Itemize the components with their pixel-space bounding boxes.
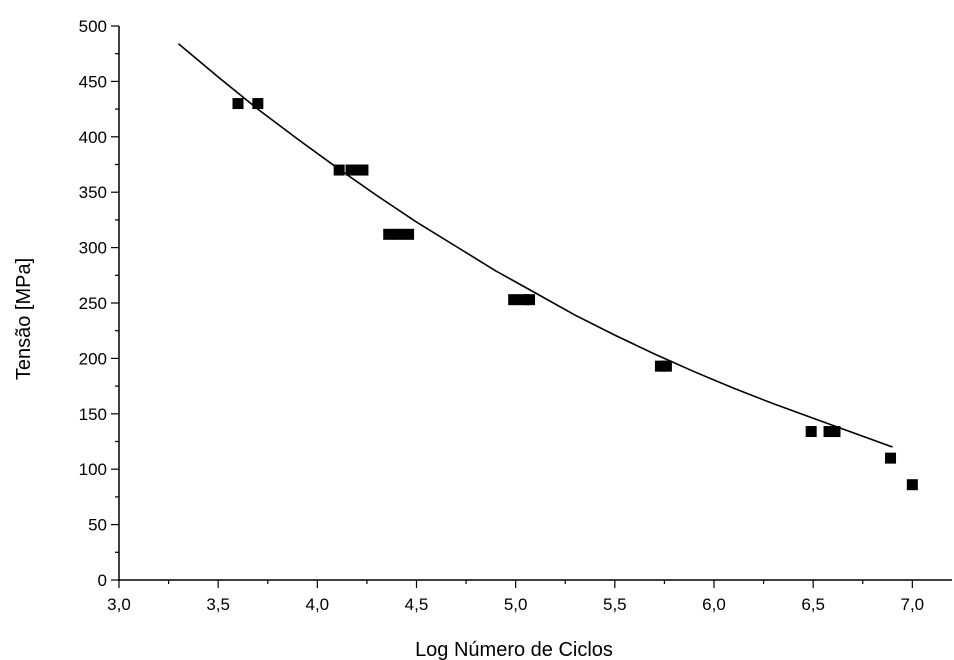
data-point xyxy=(805,426,817,438)
x-tick-label: 5,5 xyxy=(603,595,627,614)
data-point xyxy=(232,98,244,110)
y-tick-label: 0 xyxy=(98,571,107,590)
x-tick-label: 4,0 xyxy=(306,595,330,614)
x-axis-title: Log Número de Ciclos xyxy=(415,639,613,660)
fit-curve xyxy=(177,43,893,448)
axes: 3,0 3,5 4,0 4,5 5,0 5,5 6,0 6,5 7,0 0 50 100 150 200 2… xyxy=(79,17,952,614)
data-point xyxy=(885,452,897,464)
data-point xyxy=(393,228,405,240)
data-point xyxy=(252,98,264,110)
y-tick-label: 450 xyxy=(79,72,107,91)
y-tick-label: 250 xyxy=(79,294,107,313)
data-point xyxy=(508,294,520,306)
data-point xyxy=(823,426,835,438)
y-tick-label: 50 xyxy=(88,516,107,535)
data-point xyxy=(654,360,666,372)
data-point xyxy=(357,164,369,176)
data-point xyxy=(345,164,357,176)
data-point xyxy=(383,228,395,240)
data-point xyxy=(403,228,415,240)
data-point xyxy=(660,360,672,372)
y-tick-label: 150 xyxy=(79,405,107,424)
data-point xyxy=(829,426,841,438)
x-tick-label: 3,5 xyxy=(206,595,230,614)
y-axis-title: Tensão [MPa] xyxy=(13,258,35,380)
y-tick-label: 400 xyxy=(79,128,107,147)
x-tick-label: 6,5 xyxy=(801,595,825,614)
data-point xyxy=(524,294,536,306)
x-tick-label: 6,0 xyxy=(702,595,726,614)
y-tick-label: 500 xyxy=(79,17,107,36)
x-tick-label: 7,0 xyxy=(901,595,925,614)
x-tick-label: 5,0 xyxy=(504,595,528,614)
y-tick-label: 350 xyxy=(79,183,107,202)
x-tick-label: 3,0 xyxy=(107,595,131,614)
y-tick-label: 100 xyxy=(79,460,107,479)
plot-area xyxy=(177,43,918,491)
data-point xyxy=(518,294,530,306)
data-point xyxy=(906,479,918,491)
x-tick-label: 4,5 xyxy=(405,595,429,614)
y-tick-label: 300 xyxy=(79,239,107,258)
y-tick-label: 200 xyxy=(79,349,107,368)
